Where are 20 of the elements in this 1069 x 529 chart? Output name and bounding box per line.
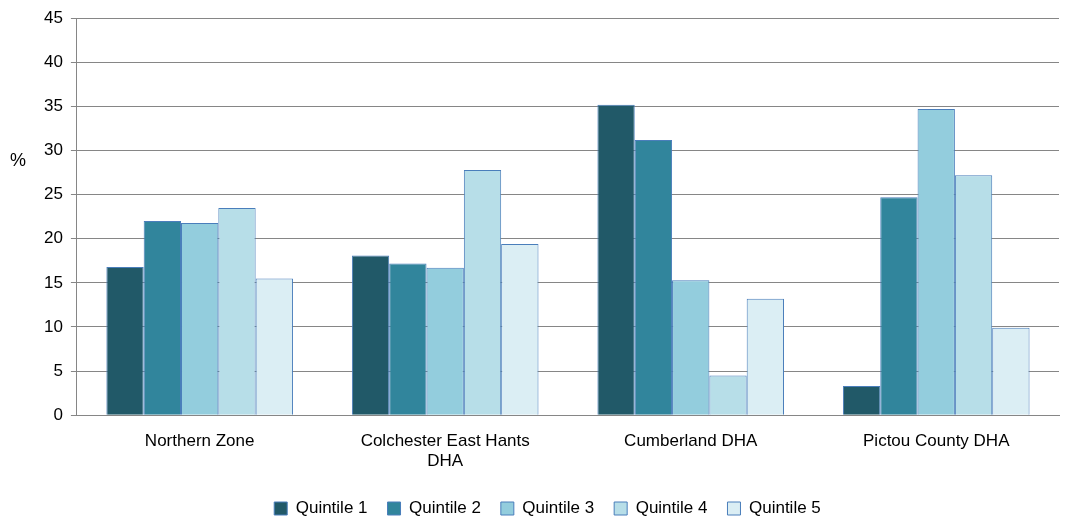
x-tick-label: Colchester East Hants DHA bbox=[360, 431, 530, 471]
y-tick-label: 20 bbox=[43, 228, 63, 248]
y-tick-label: 5 bbox=[53, 360, 63, 380]
y-tick-label: 40 bbox=[43, 52, 63, 71]
legend-label: Quintile 2 bbox=[409, 498, 481, 518]
legend-label: Quintile 4 bbox=[635, 498, 708, 518]
y-tick-label: 30 bbox=[43, 140, 63, 160]
y-tick-label: 15 bbox=[43, 272, 63, 292]
y-tick-label: 35 bbox=[43, 96, 63, 116]
x-tick-label: Northern Zone bbox=[144, 431, 255, 451]
y-axis-title: % bbox=[9, 150, 27, 171]
x-tick-label: Cumberland DHA bbox=[624, 431, 758, 451]
y-tick-label: 10 bbox=[43, 316, 63, 336]
legend-label: Quintile 5 bbox=[748, 498, 821, 518]
x-tick-label: Pictou County DHA bbox=[863, 431, 1011, 451]
y-tick-label: 25 bbox=[43, 184, 63, 204]
legend-label: Quintile 1 bbox=[295, 498, 368, 518]
y-tick-label: 45 bbox=[43, 7, 63, 27]
legend-label: Quintile 3 bbox=[522, 498, 595, 518]
y-tick-label: 0 bbox=[53, 404, 63, 424]
